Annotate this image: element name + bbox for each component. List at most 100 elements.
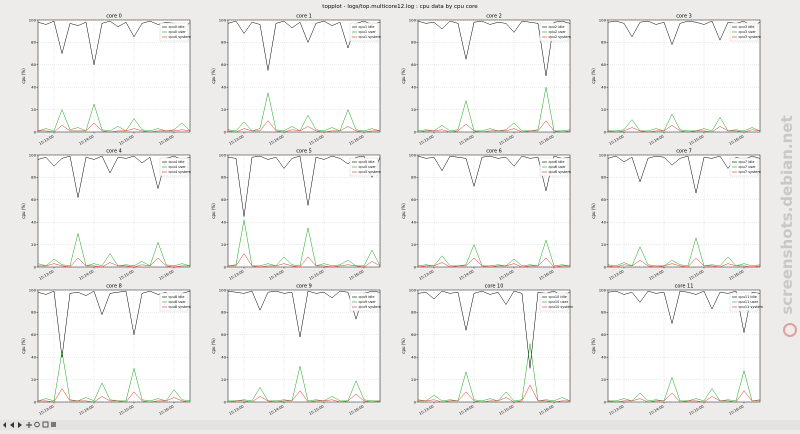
subplot: core 3 cpu (%) 0 20 40 60 80 100 15:13:00 15:14:0…: [591, 14, 761, 146]
y-tick-label: 20: [601, 242, 606, 247]
y-axis-label: cpu (%): [21, 338, 26, 354]
y-tick-label: 100: [29, 17, 37, 22]
y-tick-label: 20: [601, 377, 606, 382]
configure-button[interactable]: [42, 421, 49, 428]
forward-button[interactable]: [18, 422, 22, 428]
series-line: [227, 120, 380, 133]
subplot-title: core 5: [296, 149, 312, 155]
y-tick-label: 0: [224, 399, 227, 404]
y-tick-label: 80: [221, 310, 226, 315]
series-line: [227, 390, 381, 403]
y-tick-label: 0: [604, 264, 607, 269]
back-button[interactable]: [10, 422, 14, 428]
x-tick-label: 15:16:00: [159, 269, 176, 281]
y-tick-label: 60: [221, 197, 226, 202]
x-tick-label: 15:16:00: [349, 134, 366, 146]
series-line: [417, 87, 571, 132]
y-tick-label: 100: [599, 287, 607, 292]
x-tick-label: 15:16:00: [539, 134, 556, 146]
legend-box: [349, 292, 379, 312]
y-tick-label: 80: [31, 40, 36, 45]
home-button[interactable]: [3, 422, 6, 428]
subplot: core 0 cpu (%) 0 20 40 60 80 100 15:13:00 15:14:0…: [21, 14, 191, 146]
x-tick-label: 15:16:00: [159, 404, 176, 416]
legend-label: cpu1 system: [359, 35, 382, 39]
subplot: core 5 cpu (%) 0 20 40 60 80 100 15:13:00 15:14:0…: [211, 149, 381, 281]
y-tick-label: 0: [34, 399, 37, 404]
y-tick-label: 20: [31, 107, 36, 112]
y-tick-label: 100: [219, 152, 227, 157]
series-line: [228, 253, 381, 268]
series-line: [38, 122, 191, 133]
subplot: core 1 cpu (%) 0 20 40 60 80 100 15:13:00 15:14:0…: [211, 14, 381, 146]
toolbar-bg: [0, 420, 800, 430]
x-tick-label: 15:14:00: [649, 269, 666, 281]
y-tick-label: 60: [221, 332, 226, 337]
legend-box: [349, 157, 379, 177]
x-tick-label: 15:14:00: [269, 269, 286, 281]
y-tick-label: 0: [414, 129, 417, 134]
y-tick-label: 40: [31, 355, 36, 360]
y-tick-label: 60: [31, 332, 36, 337]
x-tick-label: 15:14:00: [79, 269, 96, 281]
y-tick-label: 20: [221, 107, 226, 112]
y-tick-label: 80: [601, 40, 606, 45]
y-tick-label: 40: [601, 85, 606, 90]
legend-label: cpu4 user: [169, 165, 187, 169]
x-tick-label: 15:16:00: [729, 134, 746, 146]
y-tick-label: 80: [411, 40, 416, 45]
x-tick-label: 15:15:00: [309, 269, 326, 281]
x-tick-label: 15:13:00: [609, 404, 626, 416]
x-tick-label: 15:16:00: [159, 134, 176, 146]
y-axis-label: cpu (%): [401, 203, 406, 219]
y-tick-label: 60: [601, 62, 606, 67]
y-tick-label: 40: [411, 355, 416, 360]
series-line: [228, 366, 380, 402]
legend-label: cpu4 idle: [169, 160, 185, 164]
x-tick-label: 15:15:00: [119, 269, 136, 281]
series-line: [37, 351, 191, 402]
x-tick-label: 15:16:00: [539, 404, 556, 416]
x-tick-label: 15:14:00: [649, 134, 666, 146]
x-tick-label: 15:13:00: [229, 269, 246, 281]
zoom-button[interactable]: [34, 421, 40, 428]
legend-label: cpu6 user: [549, 165, 567, 169]
legend-label: cpu9 idle: [359, 295, 375, 299]
legend-box: [159, 157, 189, 177]
series-line: [417, 120, 571, 133]
y-axis-label: cpu (%): [21, 203, 26, 219]
x-tick-label: 15:15:00: [309, 404, 326, 416]
x-tick-label: 15:13:00: [39, 134, 56, 146]
series-line: [607, 290, 761, 333]
legend-label: cpu3 idle: [739, 25, 755, 29]
y-tick-label: 0: [414, 264, 417, 269]
pan-button[interactable]: [26, 422, 32, 428]
x-tick-label: 15:15:00: [689, 134, 706, 146]
y-tick-label: 40: [411, 220, 416, 225]
x-tick-label: 15:15:00: [689, 269, 706, 281]
watermark: screenshots.debian.net: [778, 115, 796, 314]
y-tick-label: 60: [221, 62, 226, 67]
series-line: [417, 257, 570, 268]
subplot: core 8 cpu (%) 0 20 40 60 80 100 15:13:00 15:14:0…: [21, 284, 191, 416]
legend-label: cpu8 system: [169, 305, 192, 309]
legend-box: [729, 292, 759, 312]
x-tick-label: 15:13:00: [229, 134, 246, 146]
x-tick-label: 15:14:00: [459, 269, 476, 281]
legend-label: cpu11 system: [739, 305, 764, 309]
subplot: core 9 cpu (%) 0 20 40 60 80 100 15:13:00 15:14:0…: [211, 284, 381, 416]
y-tick-label: 0: [34, 264, 37, 269]
x-tick-label: 15:16:00: [729, 269, 746, 281]
legend-box: [159, 292, 189, 312]
subplot: core 6 cpu (%) 0 20 40 60 80 100 15:13:00 15:14:0…: [401, 149, 571, 281]
y-axis-label: cpu (%): [211, 68, 216, 84]
y-axis-label: cpu (%): [591, 203, 596, 219]
legend-label: cpu0 system: [169, 35, 192, 39]
save-button[interactable]: [51, 422, 56, 427]
y-tick-label: 80: [601, 310, 606, 315]
legend-label: cpu9 system: [359, 305, 382, 309]
series-line: [417, 343, 571, 402]
legend-label: cpu11 idle: [739, 295, 757, 299]
legend-label: cpu5 system: [359, 170, 382, 174]
legend-label: cpu8 user: [169, 300, 187, 304]
